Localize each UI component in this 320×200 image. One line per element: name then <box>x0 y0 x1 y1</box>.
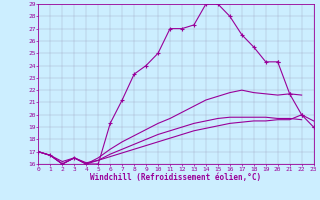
X-axis label: Windchill (Refroidissement éolien,°C): Windchill (Refroidissement éolien,°C) <box>91 173 261 182</box>
